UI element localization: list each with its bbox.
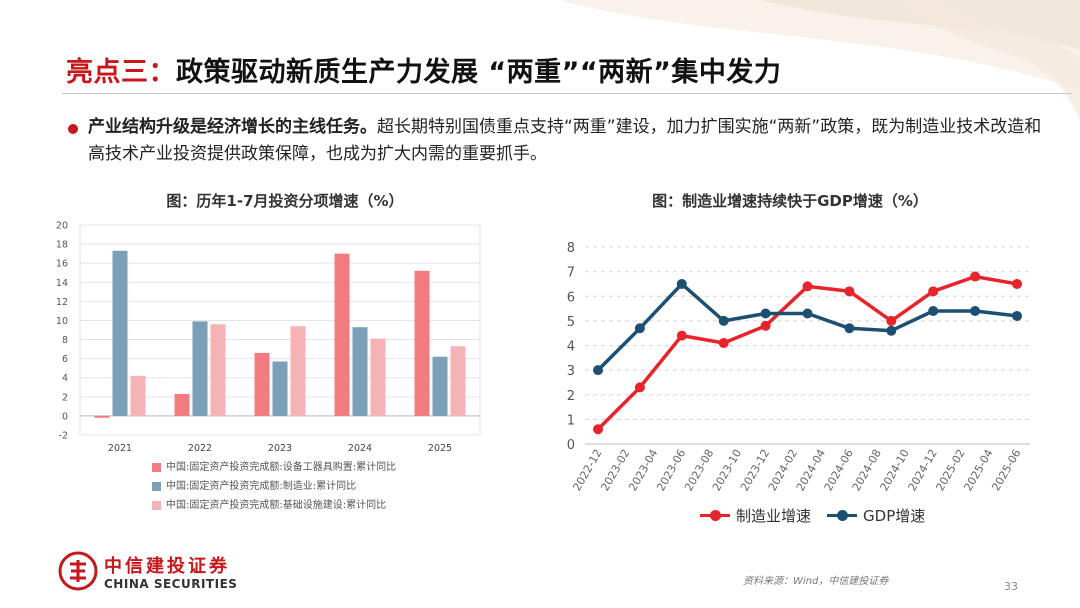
legend-item-equipment: 中国:固定资产投资完成额:设备工器具购置:累计同比 — [152, 458, 396, 477]
point-series-2-2022-12 — [593, 365, 603, 376]
title-divider — [62, 93, 1072, 94]
legend-line-mfg — [700, 510, 730, 521]
right-y-tick-label: 8 — [567, 241, 575, 256]
point-series-1-2023-03 — [634, 382, 645, 393]
right-chart-title: 图：制造业增速持续快于GDP增速（%） — [652, 192, 928, 210]
bullet-dot — [68, 124, 78, 134]
right-y-tick-label: 4 — [567, 340, 575, 355]
legend-label-infrastructure: 中国:固定资产投资完成额:基础设施建设:累计同比 — [166, 499, 387, 511]
bullet-body-text: 超长期特别国债重点支持“两重”建设，加力扩围实施“两新”政策，既为制造业技术改造… — [88, 117, 1042, 164]
left-y-tick-label: -2 — [59, 431, 68, 442]
bar-2025-series-2 — [432, 356, 448, 416]
legend-label-equipment: 中国:固定资产投资完成额:设备工器具购置:累计同比 — [166, 461, 397, 473]
left-y-tick-label: 18 — [56, 240, 68, 251]
bar-2021-series-2 — [112, 250, 128, 416]
page-title-text: 政策驱动新质生产力发展 “两重”“两新”集中发力 — [176, 57, 782, 88]
point-series-2-2024-12 — [928, 306, 939, 317]
left-x-tick-label: 2023 — [268, 443, 292, 454]
bar-2023-series-3 — [290, 326, 306, 416]
left-y-tick-label: 12 — [56, 297, 68, 308]
bar-2023-series-2 — [272, 361, 288, 416]
left-y-tick-label: 16 — [56, 259, 68, 270]
point-series-2-2024-09 — [886, 325, 897, 336]
right-y-tick-label: 6 — [567, 290, 575, 305]
right-y-tick-label: 0 — [567, 438, 575, 453]
right-y-tick-label: 5 — [567, 315, 575, 330]
point-series-1-2023-12 — [760, 320, 771, 331]
legend-label-gdp-growth: GDP增速 — [863, 507, 926, 525]
point-series-1-2024-06 — [844, 286, 855, 297]
right-y-tick-label: 7 — [567, 266, 575, 281]
brand-name-cn: 中信建投证券 — [104, 556, 230, 577]
legend-swatch-equipment — [152, 463, 161, 472]
legend-line-gdp — [827, 510, 858, 521]
legend-label-manufacturing: 中国:固定资产投资完成额:制造业:累计同比 — [166, 480, 357, 492]
bar-2022-series-1 — [174, 393, 190, 416]
point-series-2-2025-06 — [1012, 310, 1022, 321]
left-chart-title: 图：历年1-7月投资分项增速（%） — [166, 192, 404, 210]
right-y-tick-label: 3 — [567, 364, 575, 379]
bar-2025-series-3 — [450, 346, 466, 416]
left-y-tick-label: 20 — [56, 221, 68, 232]
bullet-paragraph: 产业结构升级是经济增长的主线任务。超长期特别国债重点支持“两重”建设，加力扩围实… — [88, 114, 1048, 168]
line-series-1 — [596, 274, 1018, 431]
legend-label-mfg-growth: 制造业增速 — [736, 507, 812, 525]
right-chart-legend: 制造业增速 GDP增速 — [700, 505, 941, 526]
page-title: 亮点三：政策驱动新质生产力发展 “两重”“两新”集中发力 — [66, 50, 781, 89]
point-series-2-2023-09 — [718, 315, 729, 326]
page-number: 33 — [1004, 580, 1018, 593]
right-y-tick-label: 1 — [567, 413, 575, 428]
left-y-tick-label: 0 — [62, 411, 68, 422]
left-x-tick-label: 2022 — [188, 443, 212, 454]
bar-2022-series-3 — [210, 324, 226, 416]
point-series-1-2023-09 — [718, 338, 729, 349]
point-series-2-2023-03 — [634, 323, 645, 334]
left-y-tick-label: 10 — [56, 316, 68, 327]
point-series-1-2024-09 — [886, 315, 897, 326]
legend-item-mfg-growth: 制造业增速 — [700, 505, 811, 526]
page-title-highlight: 亮点三： — [66, 57, 176, 88]
bar-2021-series-3 — [130, 375, 146, 416]
point-series-1-2024-03 — [802, 281, 813, 292]
bullet-bold-text: 产业结构升级是经济增长的主线任务。 — [88, 117, 377, 137]
bar-2024-series-3 — [370, 338, 386, 416]
line-series-2 — [596, 282, 1018, 372]
bar-2025-series-1 — [414, 270, 430, 416]
point-series-2-2023-06 — [676, 278, 687, 289]
point-series-2-2023-12 — [760, 308, 771, 319]
bar-2021-series-1 — [94, 415, 110, 418]
right-y-tick-label: 2 — [567, 389, 575, 404]
point-series-2-2024-03 — [802, 308, 813, 319]
point-series-1-2022-12 — [593, 424, 603, 435]
legend-item-gdp-growth: GDP增速 — [827, 505, 925, 526]
left-x-tick-label: 2021 — [108, 443, 132, 454]
left-x-tick-label: 2024 — [348, 443, 372, 454]
left-chart-legend: 中国:固定资产投资完成额:设备工器具购置:累计同比 中国:固定资产投资完成额:制… — [152, 458, 396, 515]
left-y-tick-label: 4 — [62, 373, 68, 384]
left-y-tick-label: 6 — [62, 354, 68, 365]
point-series-1-2024-12 — [928, 286, 939, 297]
point-series-2-2024-06 — [844, 323, 855, 334]
bar-2022-series-2 — [192, 321, 208, 416]
left-y-tick-label: 8 — [62, 335, 68, 346]
legend-item-infrastructure: 中国:固定资产投资完成额:基础设施建设:累计同比 — [152, 496, 396, 515]
point-series-1-2025-03 — [970, 271, 981, 282]
legend-swatch-manufacturing — [152, 482, 161, 491]
bar-2024-series-1 — [334, 253, 350, 416]
brand-name-en: CHINA SECURITIES — [104, 577, 238, 591]
point-series-1-2025-06 — [1012, 278, 1022, 289]
legend-swatch-infrastructure — [152, 501, 161, 510]
bar-2024-series-2 — [352, 327, 368, 416]
legend-item-manufacturing: 中国:固定资产投资完成额:制造业:累计同比 — [152, 477, 396, 496]
china-securities-logo — [58, 551, 98, 591]
bar-2023-series-1 — [254, 352, 270, 416]
source-note: 资料来源：Wind，中信建投证券 — [743, 576, 889, 587]
point-series-1-2023-06 — [676, 330, 687, 341]
left-x-tick-label: 2025 — [428, 443, 452, 454]
left-y-tick-label: 2 — [62, 392, 68, 403]
left-y-tick-label: 14 — [56, 278, 68, 289]
point-series-2-2025-03 — [970, 306, 981, 317]
